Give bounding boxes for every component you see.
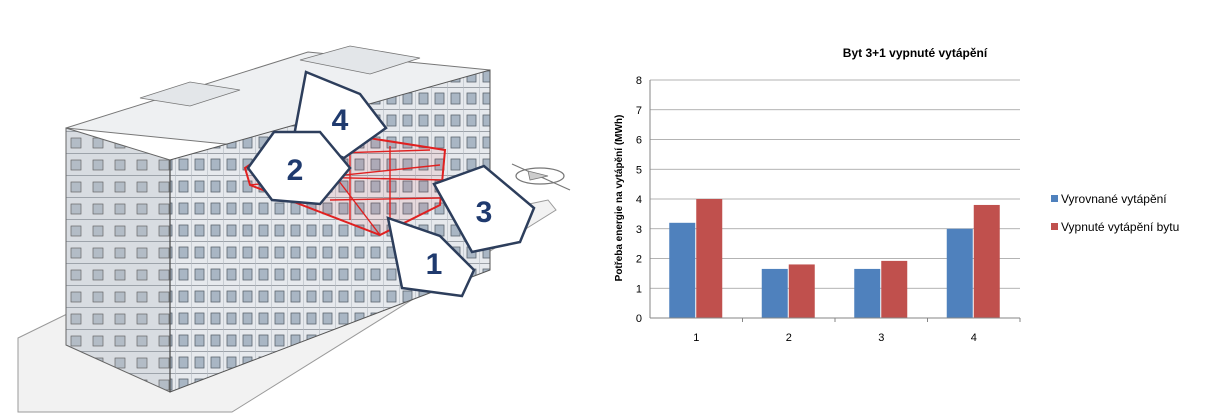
bar-series1-cat3 [854, 268, 881, 318]
chart: Byt 3+1 vypnuté vytápění Potřeba energie… [614, 46, 1179, 344]
x-tick-label-3: 3 [878, 332, 884, 344]
x-tick-labels: 1 2 3 4 [693, 332, 977, 344]
building-illustration: 4 2 3 1 [17, 45, 571, 413]
bar-series1-cat2 [761, 268, 788, 318]
legend-swatch-1 [1051, 195, 1058, 202]
building-side-wall [65, 127, 171, 393]
axes [649, 80, 1021, 322]
bars [669, 199, 1000, 318]
y-tick-label-8: 8 [636, 75, 642, 87]
bar-series2-cat1 [696, 199, 723, 318]
legend-label-1: Vyrovnané vytápění [1061, 192, 1167, 206]
roof-structure-right [299, 45, 421, 75]
callout-label-4: 4 [332, 104, 349, 137]
y-tick-label-0: 0 [636, 313, 642, 325]
bar-series2-cat2 [788, 264, 815, 318]
callout-arrow-1 [386, 216, 476, 298]
y-tick-label-3: 3 [636, 224, 642, 236]
bar-series1-cat4 [946, 228, 973, 318]
y-tick-labels: 0 1 2 3 4 5 6 7 8 [636, 75, 642, 325]
y-tick-label-5: 5 [636, 164, 642, 176]
bar-series2-cat4 [973, 204, 1000, 318]
bar-series2-cat3 [881, 260, 908, 318]
x-tick-label-2: 2 [786, 332, 792, 344]
legend-label-2: Vypnuté vytápění bytu [1061, 220, 1179, 234]
y-tick-label-1: 1 [636, 283, 642, 295]
callout-label-3: 3 [476, 196, 493, 229]
x-tick-label-1: 1 [693, 332, 699, 344]
y-tick-label-4: 4 [636, 194, 642, 206]
callout-label-1: 1 [426, 248, 443, 281]
chart-title: Byt 3+1 vypnuté vytápění [843, 46, 988, 60]
y-tick-label-2: 2 [636, 254, 642, 266]
bar-series1-cat1 [669, 222, 696, 318]
y-tick-label-6: 6 [636, 135, 642, 147]
legend-swatch-2 [1051, 223, 1058, 230]
compass-icon [511, 163, 571, 191]
callout-arrow-3 [432, 164, 536, 254]
roof-structure-left [139, 81, 241, 107]
y-tick-label-7: 7 [636, 105, 642, 117]
x-tick-label-4: 4 [971, 332, 977, 344]
y-axis-label: Potřeba energie na vytápění (MWh) [614, 115, 625, 282]
legend: Vyrovnané vytápění Vypnuté vytápění bytu [1051, 192, 1179, 234]
callout-label-2: 2 [287, 154, 304, 187]
callout-arrow-2 [246, 130, 352, 206]
